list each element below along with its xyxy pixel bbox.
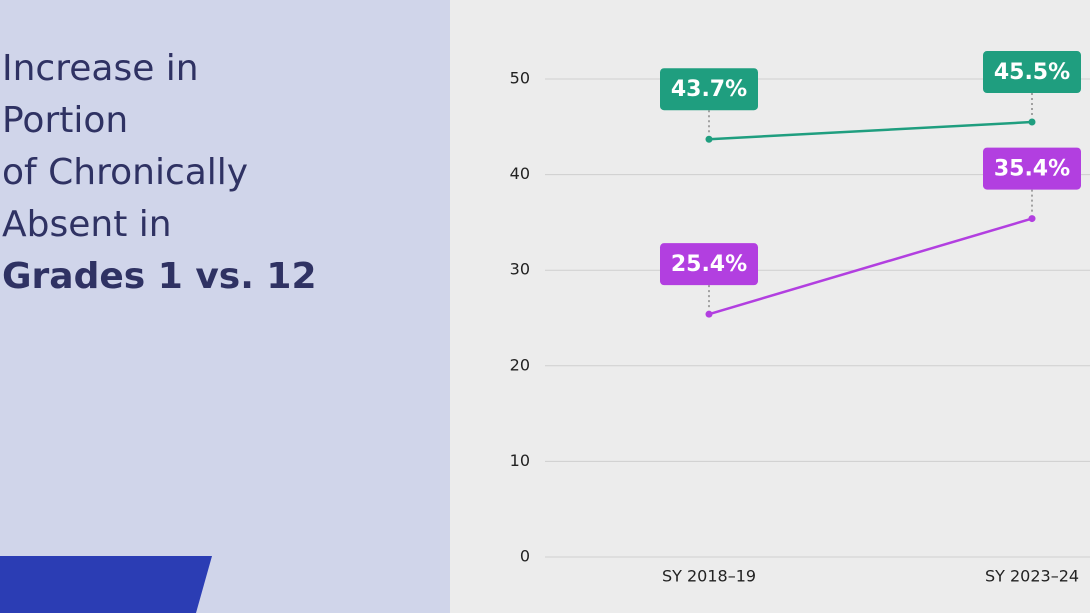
label-box	[983, 51, 1081, 94]
data-label: 35.4%	[994, 157, 1070, 182]
title-line: Absent in	[2, 204, 172, 245]
point	[1028, 215, 1036, 223]
title-line: Portion	[2, 100, 128, 141]
banner-shape	[0, 556, 212, 613]
title-line: Grades 1 vs. 12	[2, 256, 317, 297]
series-line	[708, 120, 1033, 141]
y-tick-label: 50	[510, 69, 530, 88]
y-tick-label: 30	[510, 260, 530, 279]
data-label: 25.4%	[671, 252, 747, 277]
point	[705, 135, 713, 143]
x-tick-label: SY 2018–19	[662, 567, 756, 586]
chart-panel	[450, 0, 1090, 613]
point	[1028, 118, 1036, 126]
left-panel	[0, 0, 450, 613]
title-line: of Chronically	[2, 152, 248, 193]
label-box	[660, 243, 758, 286]
data-label: 45.5%	[994, 60, 1070, 85]
series-line	[708, 217, 1033, 316]
y-tick-label: 40	[510, 164, 530, 183]
y-tick-label: 0	[520, 547, 530, 566]
chart-title: Increase in Portion of Chronically Absent i…	[2, 48, 317, 297]
label-box	[983, 147, 1081, 190]
y-tick-label: 10	[510, 451, 530, 470]
x-tick-label: SY 2023–24	[985, 567, 1079, 586]
data-label: 43.7%	[671, 77, 747, 102]
title-line: Increase in	[2, 48, 199, 89]
label-box	[660, 68, 758, 111]
point	[705, 310, 713, 318]
y-tick-label: 20	[510, 355, 530, 374]
